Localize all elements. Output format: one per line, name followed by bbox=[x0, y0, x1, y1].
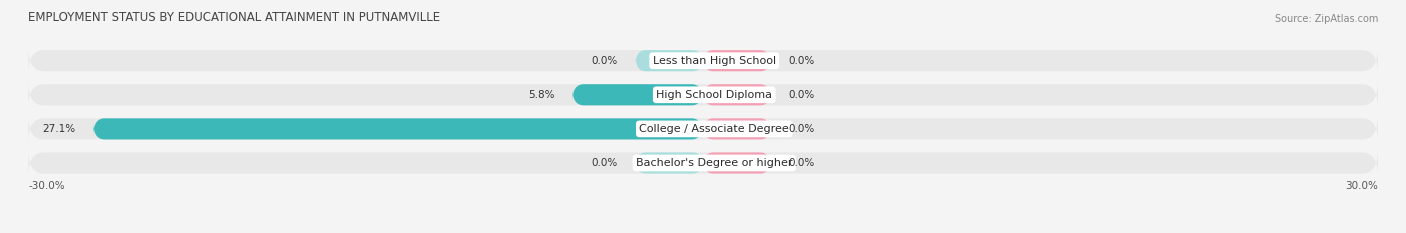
FancyBboxPatch shape bbox=[28, 47, 1378, 74]
Text: 0.0%: 0.0% bbox=[789, 124, 814, 134]
Text: 0.0%: 0.0% bbox=[789, 90, 814, 100]
Text: -30.0%: -30.0% bbox=[28, 181, 65, 191]
Text: Bachelor's Degree or higher: Bachelor's Degree or higher bbox=[636, 158, 793, 168]
Text: Source: ZipAtlas.com: Source: ZipAtlas.com bbox=[1274, 14, 1378, 24]
Text: 0.0%: 0.0% bbox=[592, 158, 617, 168]
Text: Less than High School: Less than High School bbox=[652, 56, 776, 66]
FancyBboxPatch shape bbox=[703, 118, 770, 140]
FancyBboxPatch shape bbox=[703, 50, 770, 71]
FancyBboxPatch shape bbox=[93, 118, 703, 140]
FancyBboxPatch shape bbox=[703, 152, 770, 174]
FancyBboxPatch shape bbox=[703, 84, 770, 105]
Text: EMPLOYMENT STATUS BY EDUCATIONAL ATTAINMENT IN PUTNAMVILLE: EMPLOYMENT STATUS BY EDUCATIONAL ATTAINM… bbox=[28, 11, 440, 24]
FancyBboxPatch shape bbox=[28, 82, 1378, 108]
FancyBboxPatch shape bbox=[572, 84, 703, 105]
Text: College / Associate Degree: College / Associate Degree bbox=[640, 124, 789, 134]
Text: 0.0%: 0.0% bbox=[592, 56, 617, 66]
Text: 0.0%: 0.0% bbox=[789, 158, 814, 168]
FancyBboxPatch shape bbox=[28, 150, 1378, 176]
Text: 5.8%: 5.8% bbox=[529, 90, 554, 100]
Text: 30.0%: 30.0% bbox=[1346, 181, 1378, 191]
FancyBboxPatch shape bbox=[28, 116, 1378, 142]
Text: 0.0%: 0.0% bbox=[789, 56, 814, 66]
FancyBboxPatch shape bbox=[636, 152, 703, 174]
FancyBboxPatch shape bbox=[636, 50, 703, 71]
Text: High School Diploma: High School Diploma bbox=[657, 90, 772, 100]
Text: 27.1%: 27.1% bbox=[42, 124, 76, 134]
